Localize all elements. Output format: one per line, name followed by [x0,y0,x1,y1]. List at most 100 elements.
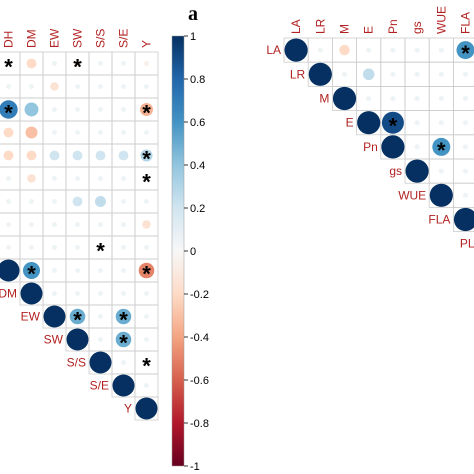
correlation-circle [98,245,103,250]
correlation-circle [26,150,37,161]
correlation-circle [74,60,81,67]
correlation-circle [341,71,348,77]
correlation-circle [144,130,149,135]
diagonal-variable-label: DM [0,287,17,301]
correlation-circle [6,222,11,227]
correlation-circle [49,150,60,161]
correlation-circle [6,245,11,250]
correlation-circle [462,120,469,126]
colorbar-tick-label: 1 [190,31,196,43]
correlation-circle [438,95,444,102]
correlation-circle [121,245,126,250]
diagonal-variable-label: S/S [67,356,86,370]
correlation-circle [317,47,323,53]
correlation-circle [121,176,126,181]
colorbar-tick-label: 0.4 [190,160,205,172]
correlation-circle [144,314,149,319]
colorbar-tick-label: -0.8 [190,418,209,430]
significance-star: * [461,41,470,66]
correlation-circle [121,268,126,273]
correlation-circle [438,120,444,126]
correlation-circle [75,84,80,89]
correlation-circle [121,61,126,66]
correlation-circle [52,130,57,135]
correlation-circle [144,245,149,250]
correlation-circle [52,268,57,273]
diagonal-variable-label: S/E [90,379,109,393]
correlation-circle [3,150,14,161]
panel-letter: a [188,3,198,25]
correlation-circle [390,47,396,53]
correlation-circle [98,61,103,66]
correlation-circle [75,222,80,227]
correlation-circle [75,268,80,273]
correlation-circle [432,137,451,156]
correlation-circle [121,130,126,135]
significance-star: * [142,262,151,287]
correlation-circle [144,337,149,342]
colorbar-tick-label: -0.2 [190,289,209,301]
colorbar-tick-label: -1 [190,461,200,473]
diagonal-variable-label: SW [44,333,64,347]
correlation-circle [140,149,153,162]
correlation-circle [144,383,149,388]
top-variable-label: Y [140,40,154,48]
correlation-circle [405,159,429,183]
top-variable-label: LA [289,19,303,34]
significance-star: * [142,101,151,126]
significance-star: * [119,308,128,333]
correlation-circle [75,107,80,112]
significance-star: * [119,331,128,356]
significance-star: * [73,308,82,333]
top-variable-label: LR [313,18,327,34]
correlation-circle [414,144,420,150]
correlation-circle [0,259,20,282]
correlation-circle [95,196,106,207]
correlation-circle [142,220,151,229]
diagonal-variable-label: PL [460,237,474,251]
diagonal-variable-label: FLA [428,213,450,227]
correlation-circle [121,107,126,112]
diagonal-variable-label: WUE [398,188,426,202]
correlation-circle [6,84,11,89]
correlation-circle [144,199,149,204]
top-variable-label: Pn [386,19,400,34]
correlation-circle [75,176,80,181]
correlation-circle [75,291,80,296]
top-variable-label: S/S [94,29,108,48]
correlation-circle [453,207,474,232]
top-variable-label: E [362,26,376,34]
diagonal-variable-label: LR [290,67,306,81]
correlation-circle [27,174,36,183]
diagonal-variable-label: E [346,116,354,130]
correlation-circle [6,61,11,66]
correlation-circle [390,95,396,102]
correlation-circle [98,84,103,89]
correlation-circle [98,107,103,112]
correlation-circle [69,308,86,325]
correlation-circle [362,68,375,81]
colorbar-tick-label: 0.6 [190,117,205,129]
top-variable-label: S/E [117,29,131,48]
correlation-circle [52,61,57,66]
significance-star: * [4,55,13,80]
colorbar-tick-label: -0.6 [190,375,209,387]
colorbar-tick-label: 0.8 [190,74,205,86]
correlation-circle [135,397,158,420]
colorbar-tick-label: 0.2 [190,203,205,215]
correlation-circle [72,150,83,161]
diagonal-variable-label: Pn [363,140,378,154]
correlation-circle [6,199,11,204]
significance-star: * [96,239,105,264]
correlation-circle [121,360,126,365]
correlation-circle [332,86,357,111]
significance-star: * [389,114,398,139]
correlation-circle [121,222,126,227]
top-variable-label: EW [48,28,62,48]
correlation-circle [98,291,103,296]
correlation-circle [26,58,37,69]
significance-star: * [142,147,151,172]
diagonal-variable-label: M [319,92,329,106]
